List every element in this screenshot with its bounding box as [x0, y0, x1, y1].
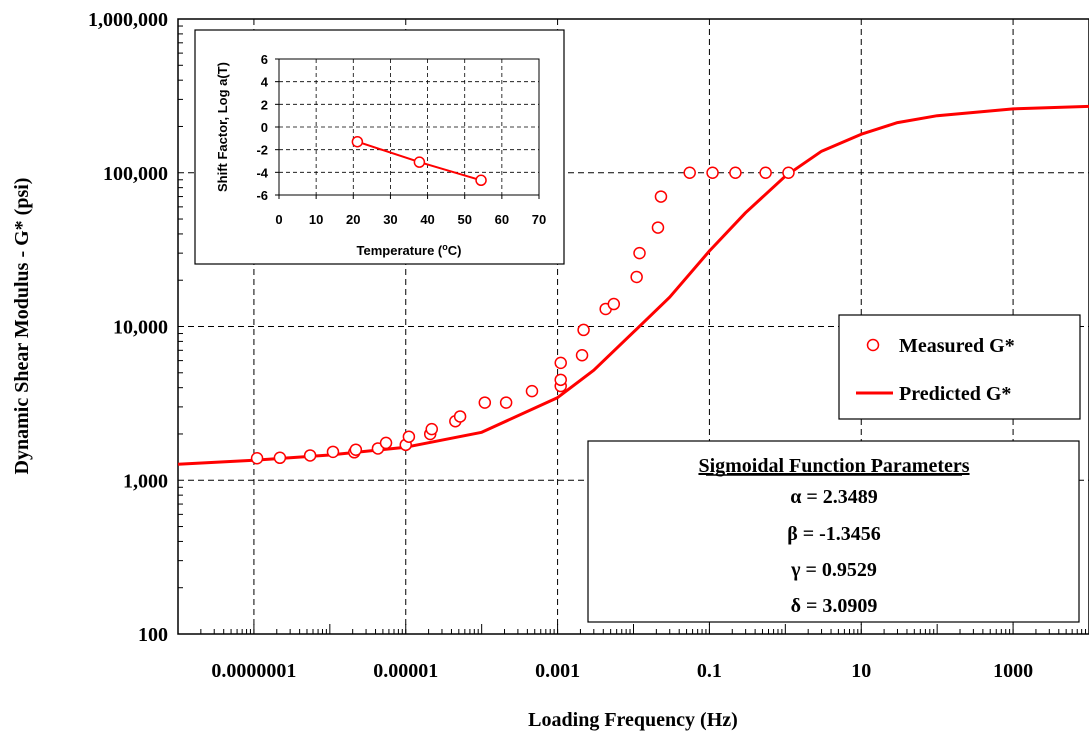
measured-series-points — [250, 166, 795, 465]
measured-point — [683, 166, 696, 179]
measured-point — [499, 396, 513, 409]
parameters-title: Sigmoidal Function Parameters — [698, 455, 969, 477]
measured-point — [425, 422, 438, 436]
measured-point — [729, 166, 742, 179]
x-tick-label: 0.0000001 — [211, 660, 296, 682]
x-tick-label: 0.001 — [535, 660, 580, 682]
legend-label-measured: Measured G* — [899, 335, 1015, 357]
parameter-gamma: γ = 0.9529 — [790, 559, 877, 581]
measured-point — [525, 384, 539, 398]
measured-point — [478, 396, 492, 409]
x-tick-label: 0.00001 — [373, 660, 438, 682]
y-tick-label: 1,000,000 — [88, 9, 168, 31]
legend-label-predicted: Predicted G* — [899, 383, 1011, 405]
main-axis-ticks — [177, 25, 1089, 634]
inset-x-tick-label: 50 — [457, 212, 471, 227]
inset-point — [351, 135, 364, 148]
inset-x-label-part: C) — [448, 243, 462, 258]
inset-y-tick-label: 2 — [261, 97, 268, 112]
inset-x-tick-label: 40 — [420, 212, 434, 227]
inset-y-tick-label: 6 — [261, 52, 268, 67]
measured-point — [453, 410, 467, 423]
measured-point — [402, 430, 416, 443]
parameter-alpha: α = 2.3489 — [790, 486, 878, 508]
measured-point — [782, 166, 795, 179]
inset-frame — [194, 29, 565, 265]
x-tick-label: 10 — [851, 660, 871, 682]
measured-point — [273, 451, 287, 465]
inset-point — [475, 174, 487, 187]
y-tick-label: 100,000 — [103, 163, 168, 185]
y-tick-label: 1,000 — [123, 470, 168, 492]
inset-x-tick-label: 20 — [346, 212, 360, 227]
measured-point — [706, 166, 719, 179]
measured-point — [759, 166, 772, 179]
measured-point — [607, 297, 621, 311]
measured-point — [326, 445, 340, 459]
legend: Measured G* Predicted G* — [838, 314, 1081, 420]
measured-point — [250, 452, 264, 465]
inset-gridlines — [279, 59, 539, 195]
inset-x-tick-label: 60 — [495, 212, 509, 227]
inset-y-tick-label: -2 — [256, 143, 268, 158]
measured-point — [575, 349, 589, 362]
predicted-series-line — [177, 104, 1089, 466]
legend-box — [838, 314, 1081, 420]
parameters-box: Sigmoidal Function Parameters α = 2.3489… — [587, 440, 1080, 623]
measured-point — [630, 270, 643, 284]
parameters-frame — [587, 440, 1080, 623]
x-tick-label: 1000 — [993, 660, 1033, 682]
inset-x-axis-label: Temperature (oC) — [357, 242, 462, 258]
x-axis-label: Loading Frequency (Hz) — [528, 709, 738, 731]
parameter-beta: β = -1.3456 — [787, 523, 881, 545]
inset-y-axis-label: Shift Factor, Log a(T) — [215, 62, 230, 192]
inset-x-tick-label: 70 — [532, 212, 546, 227]
parameter-delta: δ = 3.0909 — [791, 595, 878, 617]
measured-point — [633, 246, 646, 260]
y-tick-label: 10,000 — [113, 317, 168, 339]
inset-series — [351, 135, 487, 187]
measured-point — [654, 190, 668, 203]
measured-point — [379, 436, 393, 450]
x-tick-label: 0.1 — [697, 660, 722, 682]
inset-x-tick-label: 30 — [383, 212, 397, 227]
y-axis-label: Dynamic Shear Modulus - G* (psi) — [11, 178, 33, 475]
inset-axis-ticks — [275, 58, 540, 199]
inset-x-tick-label: 0 — [275, 212, 282, 227]
measured-point — [651, 221, 665, 234]
measured-point — [349, 443, 363, 456]
inset-y-tick-label: -4 — [256, 165, 268, 180]
inset-x-label-part: Temperature ( — [357, 243, 443, 258]
inset-point — [413, 156, 426, 168]
inset-y-tick-label: 0 — [261, 120, 268, 135]
measured-point — [554, 356, 567, 370]
main-tick-labels: 0.0000001 0.00001 0.001 0.1 10 10001001,00010… — [88, 9, 1033, 682]
inset-y-tick-label: -6 — [256, 188, 268, 203]
measured-point — [303, 449, 317, 462]
measured-point — [577, 323, 590, 337]
inset-y-tick-label: 4 — [261, 75, 269, 90]
inset-x-label-superscript: o — [442, 242, 448, 252]
predicted-line — [177, 104, 1089, 466]
measured-point — [554, 373, 567, 387]
legend-marker-measured — [866, 338, 880, 352]
inset-x-tick-label: 10 — [309, 212, 323, 227]
y-tick-label: 100 — [138, 624, 168, 646]
